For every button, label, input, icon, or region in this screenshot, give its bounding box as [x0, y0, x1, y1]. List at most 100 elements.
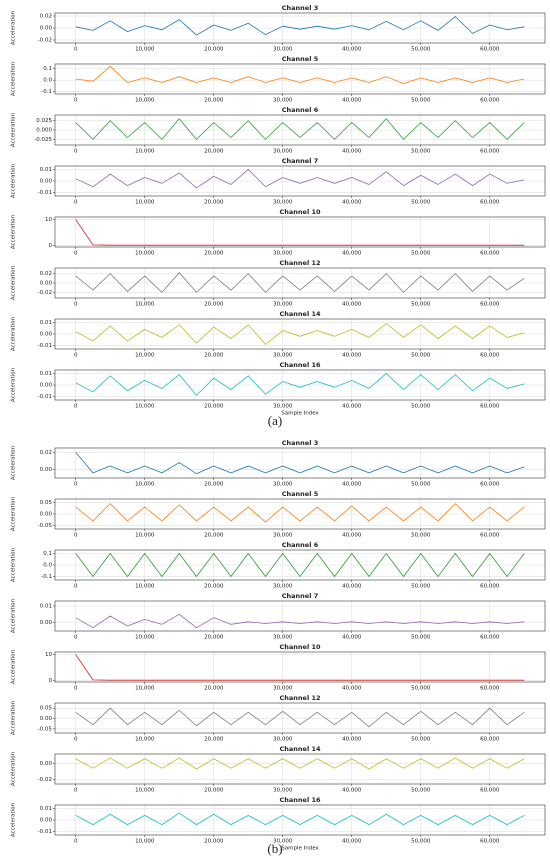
x-tick-label: 10,000: [135, 584, 155, 590]
y-tick-label: -0.01: [38, 829, 52, 835]
x-tick-label: 50,000: [411, 98, 431, 104]
x-tick-label: 50,000: [411, 47, 431, 53]
x-tick-label: 30,000: [273, 686, 293, 692]
x-tick-label: 10,000: [135, 149, 155, 155]
y-tick-label: 0.01: [40, 371, 52, 377]
y-tick-label: 0.00: [40, 818, 53, 824]
x-tick-label: 60,000: [480, 533, 500, 539]
x-tick-label: 20,000: [204, 788, 224, 794]
chart-title: Channel 16: [280, 796, 321, 804]
y-axis-label: Acceleration: [11, 367, 17, 402]
x-tick-label: 40,000: [342, 788, 362, 794]
x-tick-label: 30,000: [273, 533, 293, 539]
x-tick-label: 20,000: [204, 533, 224, 539]
x-tick-label: 20,000: [204, 686, 224, 692]
x-tick-label: 40,000: [342, 533, 362, 539]
y-axis-label: Acceleration: [11, 316, 17, 351]
x-tick-label: 20,000: [204, 839, 224, 845]
plot-frame: [54, 447, 546, 479]
x-tick-label: 40,000: [342, 686, 362, 692]
x-tick-label: 30,000: [273, 302, 293, 308]
signal-line: [75, 452, 525, 475]
y-tick-label: 0.01: [40, 604, 52, 610]
y-tick-label: -0.05: [38, 726, 53, 732]
x-tick-label: 40,000: [342, 737, 362, 743]
x-tick-label: 30,000: [273, 200, 293, 206]
x-tick-label: 30,000: [273, 482, 293, 488]
x-tick-label: 30,000: [273, 47, 293, 53]
y-tick-label: -0.02: [38, 777, 52, 783]
x-tick-label: 20,000: [204, 200, 224, 206]
x-tick-label: 10,000: [135, 788, 155, 794]
signal-line: [75, 65, 525, 85]
x-tick-label: 50,000: [411, 200, 431, 206]
x-tick-label: 20,000: [204, 584, 224, 590]
chart-title: Channel 3: [282, 4, 318, 12]
x-tick-label: 30,000: [273, 251, 293, 257]
x-tick-label: 50,000: [411, 584, 431, 590]
x-tick-label: 30,000: [273, 149, 293, 155]
x-tick-label: 60,000: [480, 482, 500, 488]
x-tick-label: 40,000: [342, 635, 362, 641]
x-tick-label: 40,000: [342, 98, 362, 104]
x-tick-label: 20,000: [204, 98, 224, 104]
plot-frame: [54, 63, 546, 95]
y-axis-label: Acceleration: [11, 751, 17, 786]
y-tick-label: 0.05: [40, 500, 53, 506]
x-axis-label: Sample Index: [281, 411, 319, 417]
x-tick-label: 10,000: [135, 482, 155, 488]
x-tick-label: 60,000: [480, 686, 500, 692]
signal-line: [75, 613, 525, 629]
x-axis-label: Sample Index: [281, 846, 319, 852]
x-tick-label: 10,000: [135, 200, 155, 206]
y-tick-label: 0.0: [43, 563, 52, 569]
signal-line: [75, 707, 525, 728]
y-tick-label: -0.02: [38, 38, 52, 44]
y-axis-label: Acceleration: [11, 547, 17, 582]
y-tick-label: 0.01: [40, 320, 52, 326]
chart-title: Channel 12: [280, 259, 321, 267]
x-tick-label: 0: [74, 200, 78, 206]
x-tick-label: 30,000: [273, 839, 293, 845]
x-tick-label: 0: [74, 302, 78, 308]
x-tick-label: 40,000: [342, 482, 362, 488]
x-tick-label: 30,000: [273, 353, 293, 359]
x-tick-label: 40,000: [342, 302, 362, 308]
chart-title: Channel 10: [280, 643, 321, 651]
x-tick-label: 30,000: [273, 788, 293, 794]
y-tick-label: 0.00: [40, 179, 53, 185]
x-tick-label: 0: [74, 737, 78, 743]
x-tick-label: 10,000: [135, 839, 155, 845]
x-tick-label: 60,000: [480, 839, 500, 845]
y-tick-label: -0.01: [38, 190, 52, 196]
x-tick-label: 10,000: [135, 47, 155, 53]
plot-frame: [54, 165, 546, 197]
y-tick-label: -0.02: [38, 290, 52, 296]
x-tick-label: 40,000: [342, 404, 362, 410]
signal-line: [75, 757, 525, 770]
signal-line: [75, 16, 525, 36]
x-tick-label: 20,000: [204, 47, 224, 53]
y-tick-label: 10: [45, 652, 52, 658]
chart-title: Channel 6: [282, 541, 319, 549]
signal-line: [75, 654, 525, 681]
y-axis-label: Acceleration: [11, 802, 17, 837]
x-tick-label: 0: [74, 47, 78, 53]
x-tick-label: 20,000: [204, 302, 224, 308]
y-axis-label: Acceleration: [11, 649, 17, 684]
x-tick-label: 0: [74, 98, 78, 104]
plot-frame: [54, 216, 546, 248]
plot-frame: [54, 12, 546, 44]
x-tick-label: 20,000: [204, 482, 224, 488]
x-tick-label: 60,000: [480, 251, 500, 257]
x-tick-label: 20,000: [204, 737, 224, 743]
x-tick-label: 60,000: [480, 584, 500, 590]
y-tick-label: 0: [49, 243, 53, 249]
x-tick-label: 20,000: [204, 404, 224, 410]
plot-frame: [54, 753, 546, 785]
signal-line: [75, 553, 525, 577]
x-tick-label: 40,000: [342, 251, 362, 257]
x-tick-label: 60,000: [480, 302, 500, 308]
y-tick-label: 0.000: [36, 128, 52, 134]
